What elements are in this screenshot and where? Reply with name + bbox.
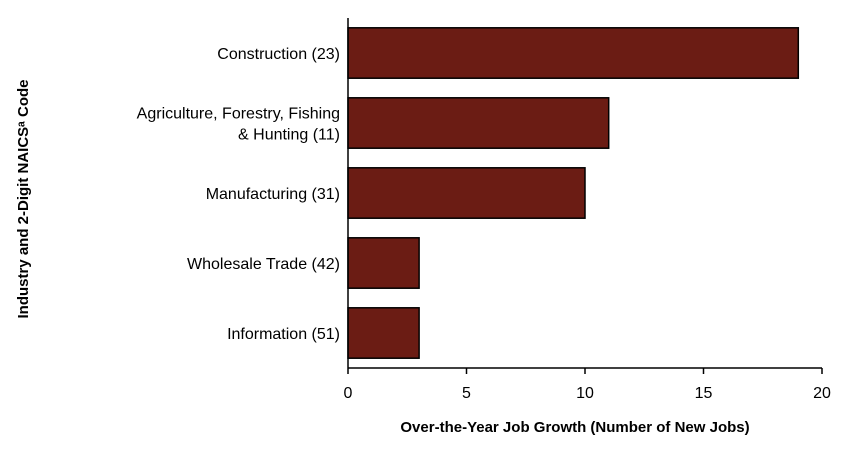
bar-1 [347, 97, 610, 149]
x-tick-label-3: 15 [695, 385, 713, 402]
bar-2 [347, 167, 586, 219]
category-label-4: Information (51) [227, 326, 340, 343]
bar-4 [347, 307, 420, 359]
bar-3 [347, 237, 420, 289]
y-axis-title: Industry and 2-Digit NAICSᵃ Code [15, 79, 32, 318]
x-tick-label-1: 5 [462, 385, 471, 402]
x-tick-label-4: 20 [813, 385, 831, 402]
x-tick-label-2: 10 [576, 385, 594, 402]
x-tick-labels: 0 5 10 15 20 [344, 368, 831, 402]
bars-layer [347, 27, 800, 359]
category-label-0: Construction (23) [217, 46, 340, 63]
category-labels: Construction (23) Agriculture, Forestry, … [137, 46, 340, 343]
category-label-2: Manufacturing (31) [206, 186, 340, 203]
category-label-3: Wholesale Trade (42) [187, 256, 340, 273]
x-axis-title: Over-the-Year Job Growth (Number of New … [400, 419, 749, 436]
x-tick-label-0: 0 [344, 385, 353, 402]
bar-0 [347, 27, 800, 79]
category-label-1: Agriculture, Forestry, Fishing & Hunting … [137, 106, 340, 144]
